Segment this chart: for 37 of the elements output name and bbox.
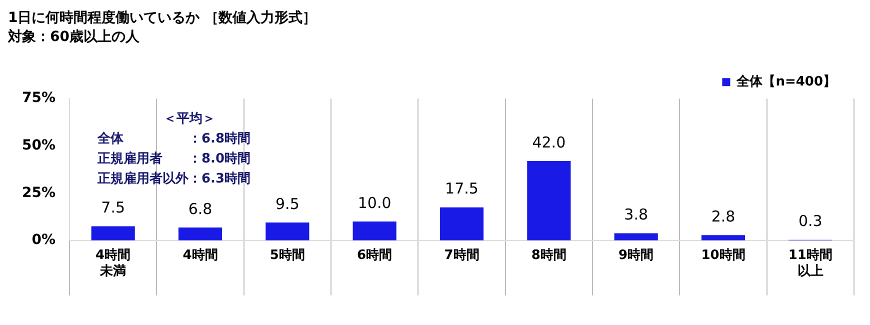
chart-subtitle: 対象：60歳以上の人	[7, 28, 140, 45]
bar	[440, 207, 484, 240]
y-tick-label: 25%	[22, 184, 56, 201]
chart-title: 1日に何時間程度働いているか ［数値入力形式］	[8, 9, 317, 26]
data-label: 7.5	[101, 198, 126, 217]
annotation: 正規雇用者以外：6.3時間	[96, 170, 251, 186]
bar	[91, 226, 135, 240]
x-tick-label: 9時間	[618, 248, 655, 264]
y-tick-label: 50%	[22, 138, 56, 154]
x-tick-label: 11時間以上	[787, 248, 834, 280]
y-tick-label: 75%	[22, 90, 56, 106]
data-label: 10.0	[358, 194, 392, 212]
data-label: 42.0	[532, 133, 566, 152]
data-label: 3.8	[624, 206, 648, 224]
bar	[614, 233, 658, 240]
bar	[266, 222, 310, 240]
x-tick-label: 10時間	[700, 248, 746, 264]
x-tick-label: 8時間	[530, 248, 568, 264]
bar	[178, 228, 222, 240]
x-tick-label: 4時間	[182, 248, 219, 264]
y-tick-label: 0%	[32, 232, 56, 248]
x-tick-label: 7時間	[443, 248, 480, 264]
data-label: 0.3	[798, 212, 822, 230]
legend-label: 全体【n=400】	[736, 73, 836, 90]
data-label: 17.5	[445, 180, 478, 198]
annotation: ＜平均＞	[164, 111, 216, 126]
x-tick-label: 5時間	[268, 248, 306, 264]
x-tick-label: 4時間未満	[94, 248, 132, 280]
x-tick-label: 6時間	[356, 248, 394, 264]
data-label: 6.8	[188, 200, 212, 218]
bar	[527, 160, 571, 240]
data-label: 2.8	[711, 207, 736, 226]
annotation: 正規雇用者 ：8.0時間	[96, 150, 251, 166]
annotation: 全体 ：6.8時間	[96, 131, 251, 146]
bar	[701, 235, 746, 240]
bar	[352, 221, 396, 240]
data-label: 9.5	[275, 194, 300, 213]
